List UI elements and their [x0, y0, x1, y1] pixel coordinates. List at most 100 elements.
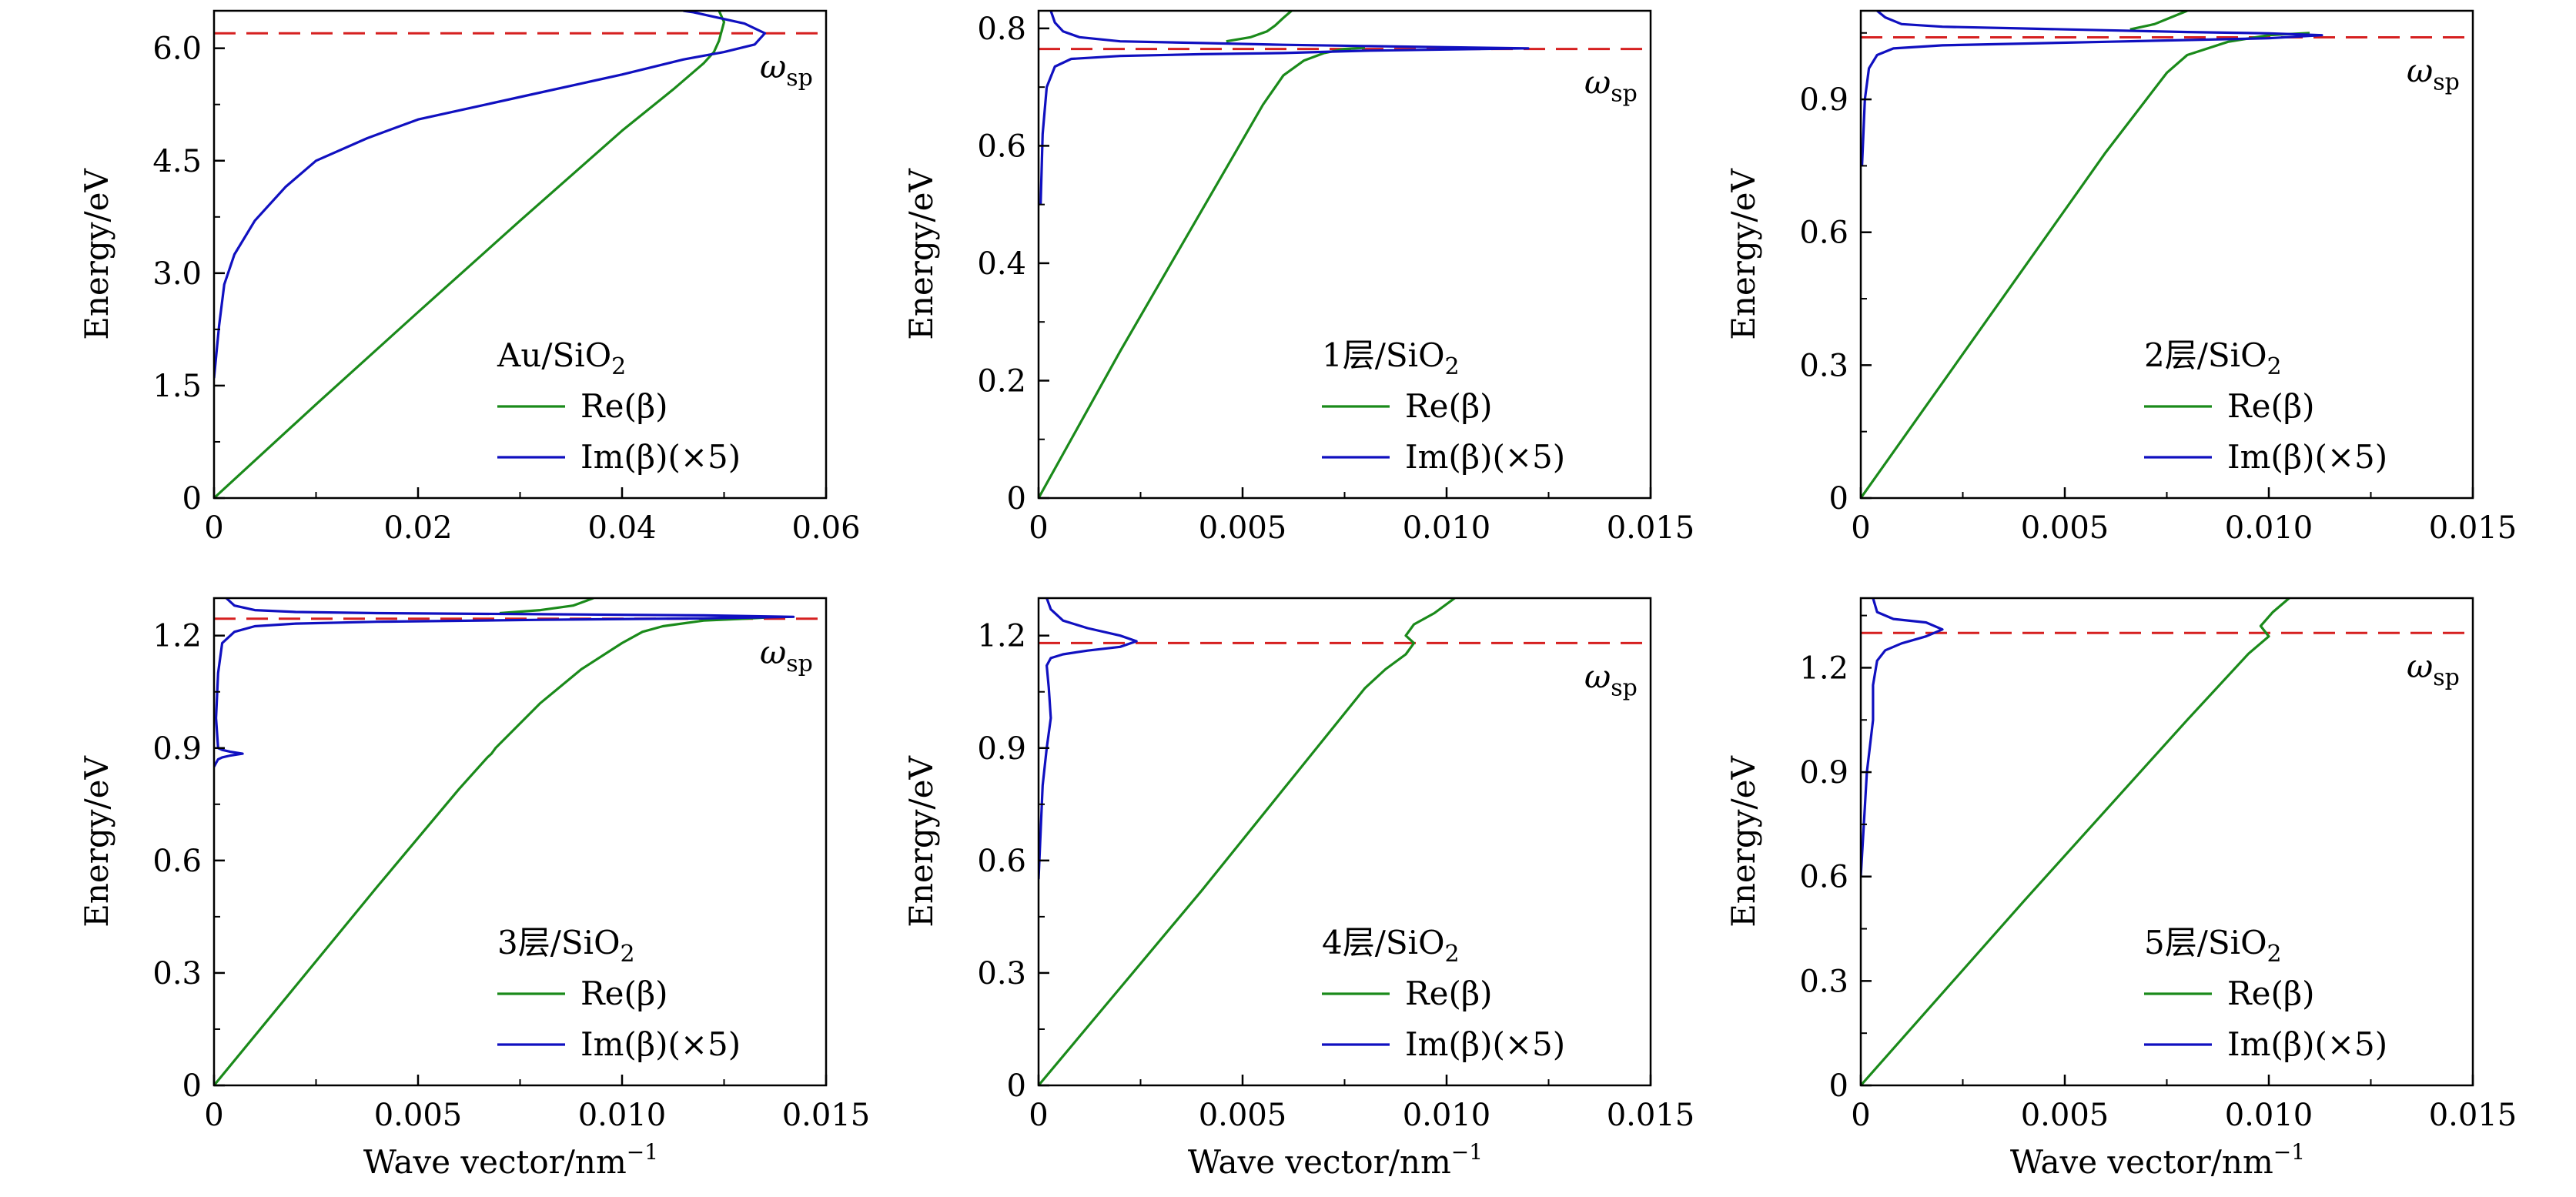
- re-beta-line: [214, 11, 726, 498]
- im-beta-line: [1861, 11, 2323, 166]
- y-tick-label: 3.0: [152, 256, 202, 292]
- x-tick-label: 0.015: [2429, 1098, 2517, 1133]
- x-tick-label: 0.005: [1199, 1098, 1287, 1133]
- panel-2: 0 0.005 0.010 0.015 0 0.2 0.4 0.6 0.8 Energy/eV ωs…: [902, 9, 1695, 546]
- y-tick-label: 1.2: [1799, 650, 1848, 686]
- x-tick-label: 0.005: [2021, 1098, 2109, 1133]
- legend-title: 2层/SiO2: [2144, 336, 2282, 380]
- y-tick-label: 1.2: [977, 619, 1026, 654]
- plot-frame: [1859, 597, 2474, 1087]
- panel-1: 0 0.02 0.04 0.06 0 1.5 3.0 4.5 6.0 Energy/eV ωsp Au…: [78, 9, 861, 546]
- im-beta-line: [214, 598, 795, 767]
- legend-re-label: Re(β): [580, 975, 668, 1012]
- legend-im-label: Im(β)(×5): [580, 438, 741, 476]
- y-tick-label: 0.4: [977, 246, 1026, 282]
- im-beta-line: [1039, 11, 1530, 205]
- omega-sp-label: ωsp: [1584, 64, 1638, 108]
- x-tick-label: 0: [1029, 510, 1048, 546]
- y-tick-label: 0.6: [977, 844, 1026, 879]
- re-beta-line: [1861, 32, 2310, 498]
- legend-re-label: Re(β): [1405, 975, 1493, 1012]
- omega-sp-label: ωsp: [2407, 52, 2460, 96]
- y-tick-label: 0.3: [1799, 348, 1848, 383]
- legend-im-label: Im(β)(×5): [1405, 1025, 1565, 1063]
- y-tick-label: 0.9: [977, 731, 1026, 767]
- y-tick-label: 0.9: [1799, 82, 1848, 118]
- re-beta-line: [1039, 46, 1366, 498]
- x-tick-label: 0.015: [1607, 1098, 1695, 1133]
- x-axis-label: Wave vector/nm−1: [1188, 1139, 1483, 1181]
- x-tick-label: 0: [1851, 510, 1870, 546]
- x-tick-label: 0: [204, 510, 223, 546]
- y-tick-label: 4.5: [152, 144, 202, 179]
- y-tick-label: 1.2: [152, 619, 202, 654]
- x-axis-label: Wave vector/nm−1: [363, 1139, 658, 1181]
- re-beta-line: [1861, 598, 2290, 1085]
- x-tick-label: 0.06: [791, 510, 860, 546]
- y-tick-label: 0: [1007, 1068, 1026, 1104]
- legend-im-label: Im(β)(×5): [2227, 438, 2387, 476]
- y-tick-label: 0.6: [977, 129, 1026, 164]
- y-axis-label: Energy/eV: [78, 756, 115, 928]
- x-tick-label: 0.005: [374, 1098, 463, 1133]
- x-tick-label: 0.015: [2429, 510, 2517, 546]
- legend-re-label: Re(β): [2227, 387, 2315, 425]
- x-tick-label: 0.010: [2225, 1098, 2313, 1133]
- im-beta-line: [214, 11, 767, 379]
- x-tick-label: 0: [1029, 1098, 1048, 1133]
- plot-frame: [1859, 9, 2474, 500]
- legend-title: 1层/SiO2: [1322, 336, 1460, 380]
- omega-sp-label: ωsp: [1584, 657, 1638, 701]
- x-tick-label: 0: [204, 1098, 223, 1133]
- y-axis-label: Energy/eV: [1725, 756, 1762, 928]
- y-tick-label: 0.6: [1799, 216, 1848, 251]
- omega-sp-label: ωsp: [760, 634, 813, 677]
- x-tick-label: 0.010: [1403, 510, 1491, 546]
- plot-frame: [212, 597, 828, 1087]
- x-tick-label: 0: [1851, 1098, 1870, 1133]
- panel-3: 0 0.005 0.010 0.015 0 0.3 0.6 0.9 Energy/eV ωsp 2层…: [1725, 9, 2517, 546]
- im-beta-line: [1039, 598, 1138, 880]
- re-beta-line: [1226, 11, 1293, 43]
- y-tick-label: 0.8: [977, 12, 1026, 47]
- y-tick-label: 0: [1829, 1068, 1848, 1104]
- x-tick-label: 0.010: [2225, 510, 2313, 546]
- panel-5: 0 0.005 0.010 0.015 0 0.3 0.6 0.9 1.2 Energy/eV Wa…: [902, 597, 1695, 1181]
- x-tick-label: 0.015: [782, 1098, 871, 1133]
- y-axis-label: Energy/eV: [78, 169, 115, 340]
- legend-re-label: Re(β): [2227, 975, 2315, 1012]
- plot-frame: [212, 9, 828, 500]
- y-tick-label: 0: [182, 1068, 202, 1104]
- legend-title: 3层/SiO2: [497, 924, 635, 968]
- panel-4: 0 0.005 0.010 0.015 0 0.3 0.6 0.9 1.2 Energy/eV Wa…: [78, 597, 871, 1181]
- x-tick-label: 0.015: [1607, 510, 1695, 546]
- y-tick-label: 0.3: [152, 956, 202, 991]
- re-beta-line: [2129, 11, 2188, 31]
- x-tick-label: 0.010: [578, 1098, 667, 1133]
- x-tick-label: 0.005: [1199, 510, 1287, 546]
- y-tick-label: 0.9: [1799, 755, 1848, 791]
- legend-title: 5层/SiO2: [2144, 924, 2282, 968]
- re-beta-line: [214, 616, 765, 1085]
- panel-6: 0 0.005 0.010 0.015 0 0.3 0.6 0.9 1.2 Energy/eV Wa…: [1725, 597, 2517, 1181]
- im-beta-line: [1861, 598, 1944, 877]
- re-beta-line: [499, 598, 594, 615]
- x-axis-label: Wave vector/nm−1: [2010, 1139, 2305, 1181]
- y-tick-label: 0.9: [152, 731, 202, 767]
- x-tick-label: 0.005: [2021, 510, 2109, 546]
- y-axis-label: Energy/eV: [902, 169, 940, 340]
- x-tick-label: 0.02: [383, 510, 452, 546]
- y-tick-label: 0.3: [977, 956, 1026, 991]
- y-tick-label: 0.6: [1799, 860, 1848, 895]
- legend-re-label: Re(β): [580, 387, 668, 425]
- y-tick-label: 0: [1829, 481, 1848, 517]
- re-beta-line: [1039, 598, 1456, 1085]
- y-axis-label: Energy/eV: [1725, 169, 1762, 340]
- legend-title: 4层/SiO2: [1322, 924, 1460, 968]
- legend-im-label: Im(β)(×5): [1405, 438, 1565, 476]
- legend-title: Au/SiO2: [497, 336, 626, 380]
- plot-frame: [1037, 9, 1652, 500]
- y-tick-label: 6.0: [152, 32, 202, 67]
- omega-sp-label: ωsp: [760, 48, 813, 92]
